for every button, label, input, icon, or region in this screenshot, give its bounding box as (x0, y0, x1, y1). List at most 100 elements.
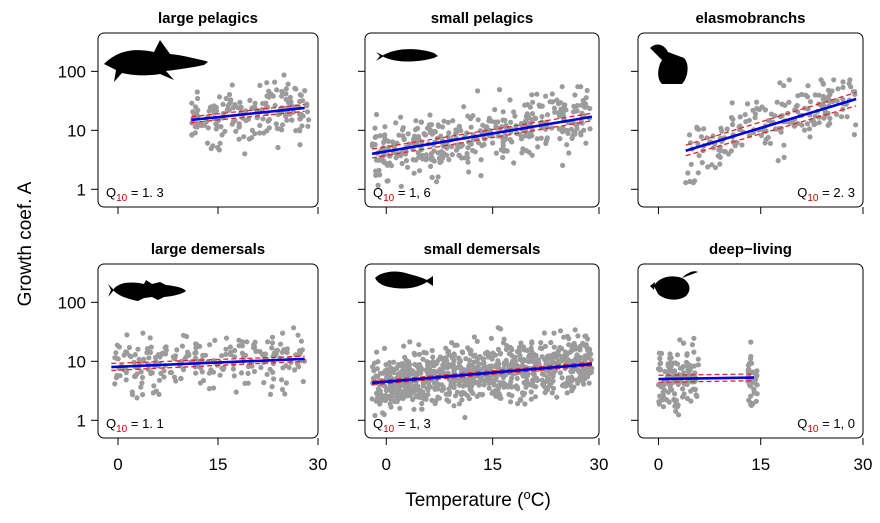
data-point (193, 349, 199, 355)
data-point (230, 366, 236, 372)
data-point (444, 397, 450, 403)
data-point (258, 364, 264, 371)
data-point (400, 373, 406, 380)
data-point (541, 330, 548, 336)
data-point (127, 353, 133, 359)
data-point (677, 365, 684, 371)
data-point (257, 82, 263, 88)
data-point (430, 359, 436, 365)
data-point (520, 359, 526, 365)
data-point (500, 117, 506, 123)
data-point (500, 154, 506, 161)
data-point (576, 369, 582, 375)
data-point (586, 380, 592, 386)
data-point (217, 140, 223, 146)
data-point (435, 382, 441, 388)
data-point (253, 348, 259, 354)
data-point (454, 342, 460, 348)
data-point (474, 338, 480, 344)
data-point (433, 179, 440, 185)
data-point (538, 340, 544, 346)
data-point (811, 122, 817, 128)
data-point (574, 377, 580, 383)
data-point (140, 358, 146, 364)
data-point (552, 109, 558, 115)
ci-upper-line (111, 355, 305, 365)
data-point (667, 355, 673, 361)
data-point (528, 345, 534, 351)
data-point (287, 94, 293, 100)
data-point (230, 105, 236, 111)
data-point (300, 378, 306, 385)
data-point (799, 122, 805, 128)
data-point (481, 363, 487, 369)
data-point (523, 130, 530, 136)
data-point (229, 82, 235, 88)
data-point (560, 162, 566, 168)
data-point (438, 133, 444, 139)
data-point (247, 97, 253, 103)
data-point (574, 352, 580, 358)
data-point (781, 142, 787, 148)
data-point (449, 340, 455, 346)
data-point (439, 124, 446, 130)
ray-icon (650, 44, 688, 84)
data-point (151, 383, 157, 389)
data-point (304, 109, 311, 115)
data-point (249, 363, 255, 369)
data-point (666, 399, 672, 405)
data-point (279, 88, 285, 95)
data-point (257, 122, 263, 129)
y-tick-label: 1 (77, 411, 86, 430)
data-point (458, 367, 465, 373)
data-point (152, 354, 159, 361)
data-point (557, 370, 564, 376)
data-point (844, 114, 850, 120)
data-point (297, 142, 303, 148)
data-point (658, 360, 664, 366)
data-point (550, 371, 556, 377)
data-point (470, 375, 477, 381)
data-point (570, 376, 576, 382)
data-point (252, 100, 258, 106)
data-point (821, 115, 827, 121)
data-point (539, 113, 545, 120)
data-point (207, 342, 213, 348)
data-point (747, 356, 754, 362)
data-point (171, 374, 178, 380)
data-point (549, 125, 555, 131)
data-point (266, 117, 272, 123)
data-point (465, 145, 471, 151)
data-point (161, 374, 167, 380)
data-point (479, 142, 485, 148)
data-point (236, 343, 242, 349)
data-point (296, 348, 303, 354)
data-point (688, 161, 694, 167)
x-tick-label: 30 (309, 455, 328, 474)
data-point (219, 132, 225, 138)
data-point (456, 124, 462, 130)
data-point (774, 99, 780, 105)
panel-small-demersals: small demersals 0 15 30 Q10 = 1, 3 (358, 241, 608, 474)
data-point (737, 114, 743, 120)
data-point (376, 157, 382, 163)
data-point (129, 392, 136, 398)
data-point (228, 349, 234, 355)
data-point (278, 341, 284, 347)
data-point (400, 133, 406, 139)
data-point (381, 139, 387, 145)
data-point (535, 144, 541, 150)
data-point (132, 373, 138, 380)
data-point (688, 398, 694, 404)
data-point (197, 343, 203, 349)
data-point (256, 130, 263, 136)
panel-frame (364, 32, 600, 208)
data-point (456, 401, 462, 407)
x-tick-label: 0 (382, 455, 391, 474)
data-point (396, 385, 402, 391)
data-point (538, 135, 544, 141)
data-point (583, 95, 589, 101)
data-point (728, 148, 735, 154)
data-point (663, 396, 669, 402)
data-point (781, 83, 787, 89)
